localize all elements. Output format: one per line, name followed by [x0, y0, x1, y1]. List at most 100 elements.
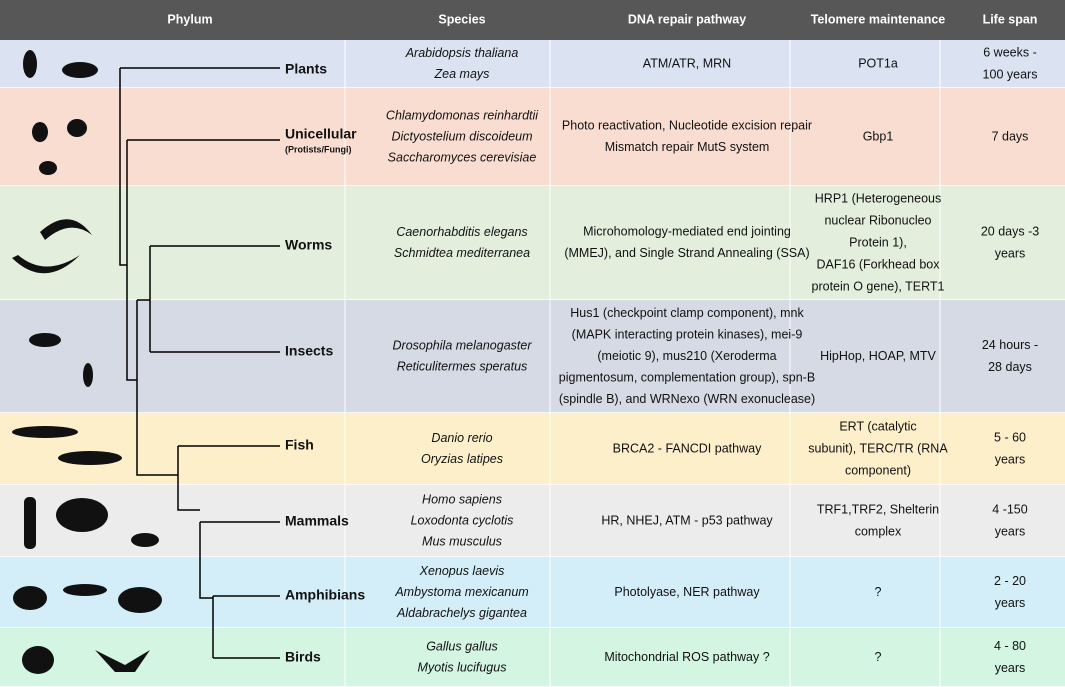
beetle-icon — [83, 363, 93, 387]
species-text: Schmidtea mediterranea — [394, 246, 530, 260]
dna-text: BRCA2 - FANCDI pathway — [613, 441, 762, 455]
telomere-text: DAF16 (Forkhead box — [817, 257, 941, 271]
plant-icon — [62, 62, 98, 78]
rooster-icon — [22, 646, 54, 674]
telomere-text: HRP1 (Heterogeneous — [815, 191, 941, 205]
corn-icon — [23, 50, 37, 78]
silhouettes — [12, 50, 162, 674]
row-background — [0, 557, 1065, 628]
human-icon — [24, 497, 36, 549]
species-text: Dictyostelium discoideum — [391, 129, 532, 143]
species-text: Xenopus laevis — [419, 564, 505, 578]
species-text: Saccharomyces cerevisiae — [388, 150, 537, 164]
phylum-label: Birds — [285, 649, 321, 665]
dna-text: (spindle B), and WRNexo (WRN exonuclease… — [559, 392, 815, 406]
dna-text: HR, NHEJ, ATM - p53 pathway — [601, 513, 773, 527]
species-text: Homo sapiens — [422, 492, 502, 506]
telomere-text: ERT (catalytic — [839, 419, 916, 433]
species-text: Gallus gallus — [426, 639, 498, 653]
lifespan-text: 28 days — [988, 360, 1032, 374]
frog-icon — [13, 586, 47, 610]
species-text: Ambystoma mexicanum — [394, 585, 528, 599]
lifespan-text: 6 weeks - — [983, 45, 1037, 59]
column-header: DNA repair pathway — [628, 12, 746, 26]
species-text: Mus musculus — [422, 534, 502, 548]
lifespan-text: years — [995, 661, 1026, 675]
lifespan-text: years — [995, 596, 1026, 610]
turtle-icon — [118, 587, 162, 613]
row-background — [0, 186, 1065, 300]
dna-text: ATM/ATR, MRN — [643, 56, 731, 70]
phylum-label: Mammals — [285, 513, 349, 529]
column-header: Telomere maintenance — [811, 12, 946, 26]
phylum-label: Fish — [285, 437, 314, 453]
dna-text: (MMEJ), and Single Strand Annealing (SSA… — [564, 246, 809, 260]
lifespan-text: years — [995, 246, 1026, 260]
lifespan-text: 5 - 60 — [994, 430, 1026, 444]
telomere-text: complex — [855, 524, 902, 538]
dna-text: (MAPK interacting protein kinases), mei-… — [572, 327, 803, 341]
telomere-text: ? — [875, 650, 882, 664]
telomere-text: subunit), TERC/TR (RNA — [808, 441, 948, 455]
species-text: Reticulitermes speratus — [397, 359, 528, 373]
species-text: Zea mays — [434, 67, 490, 81]
row-background — [0, 300, 1065, 413]
column-header: Phylum — [167, 12, 212, 26]
dna-text: (meiotic 9), mus210 (Xeroderma — [597, 349, 776, 363]
phylum-label: Amphibians — [285, 587, 365, 603]
lifespan-text: 100 years — [983, 67, 1038, 81]
species-text: Arabidopsis thaliana — [405, 46, 519, 60]
lifespan-text: 4 -150 — [992, 502, 1027, 516]
dna-text: pigmentosum, complementation group), spn… — [559, 370, 815, 384]
axolotl-icon — [63, 584, 107, 596]
row-background — [0, 628, 1065, 687]
telomere-text: protein O gene), TERT1 — [812, 279, 945, 293]
phylum-label: Unicellular — [285, 126, 357, 142]
worm-icon — [12, 219, 92, 274]
cell-icon — [67, 119, 87, 137]
dna-text: Photolyase, NER pathway — [614, 585, 760, 599]
dna-text: Hus1 (checkpoint clamp component), mnk — [570, 306, 804, 320]
species-text: Oryzias latipes — [421, 452, 503, 466]
column-header: Life span — [983, 12, 1038, 26]
lifespan-text: 24 hours - — [982, 338, 1038, 352]
telomere-text: HipHop, HOAP, MTV — [820, 349, 936, 363]
lifespan-text: 4 - 80 — [994, 639, 1026, 653]
row-background — [0, 88, 1065, 186]
species-text: Chlamydomonas reinhardtii — [386, 108, 539, 122]
phylum-note: (Protists/Fungi) — [285, 144, 352, 154]
cell-icon — [32, 122, 48, 142]
dna-text: Microhomology-mediated end jointing — [583, 225, 791, 239]
cell-icon — [39, 161, 57, 175]
telomere-text: nuclear Ribonucleo — [824, 213, 931, 227]
row-background — [0, 40, 1065, 88]
fish-icon — [12, 426, 78, 438]
fish-icon — [58, 451, 122, 465]
row-background — [0, 485, 1065, 557]
mouse-icon — [131, 533, 159, 547]
telomere-text: POT1a — [858, 56, 898, 70]
telomere-text: Gbp1 — [863, 129, 894, 143]
species-text: Drosophila melanogaster — [393, 338, 533, 352]
tree — [119, 67, 280, 659]
species-text: Loxodonta cyclotis — [411, 513, 514, 527]
header-background — [0, 0, 1065, 40]
lifespan-text: years — [995, 452, 1026, 466]
telomere-text: component) — [845, 463, 911, 477]
elephant-icon — [56, 498, 108, 532]
lifespan-text: years — [995, 524, 1026, 538]
telomere-text: ? — [875, 585, 882, 599]
lifespan-text: 2 - 20 — [994, 574, 1026, 588]
fly-icon — [29, 333, 61, 347]
bat-icon — [95, 650, 150, 672]
telomere-text: TRF1,TRF2, Shelterin — [817, 502, 939, 516]
species-text: Aldabrachelys gigantea — [396, 606, 527, 620]
tree-branches — [119, 67, 280, 659]
dna-text: Mitochondrial ROS pathway ? — [604, 650, 769, 664]
phylum-label: Plants — [285, 61, 327, 77]
species-text: Caenorhabditis elegans — [396, 225, 527, 239]
phylum-label: Worms — [285, 237, 332, 253]
dna-text: Photo reactivation, Nucleotide excision … — [562, 119, 812, 133]
